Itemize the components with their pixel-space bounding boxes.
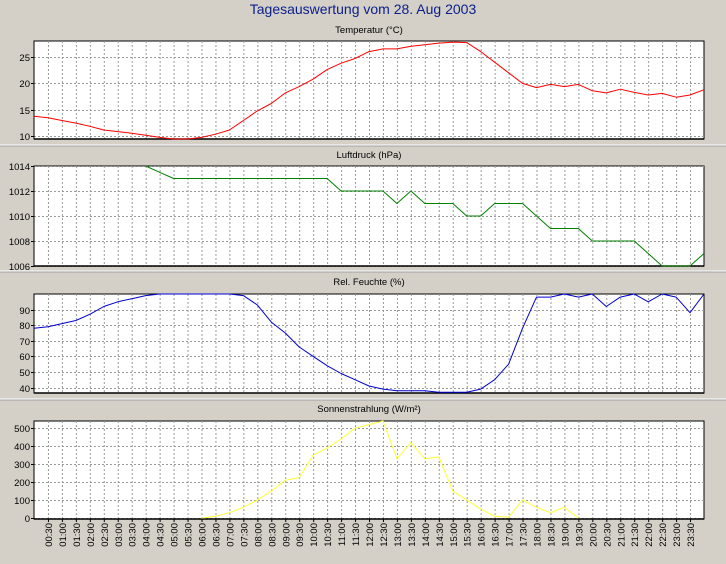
x-tick-label: 12:00: [365, 523, 376, 547]
x-tick-label: 10:00: [309, 523, 320, 547]
y-tick-label: 500: [14, 424, 30, 435]
y-tick-label: 50: [19, 368, 30, 379]
main-title: Tagesauswertung vom 28. Aug 2003: [249, 1, 477, 17]
y-tick-label: 15: [19, 106, 30, 117]
panel-title: Rel. Feuchte (%): [333, 277, 404, 288]
y-tick-label: 70: [19, 337, 30, 348]
x-tick-label: 12:30: [379, 523, 390, 547]
x-tick-label: 13:30: [407, 523, 418, 547]
x-tick-label: 05:30: [184, 523, 195, 547]
panel-title: Temperatur (°C): [335, 25, 403, 36]
y-tick-label: 400: [14, 442, 30, 453]
y-tick-label: 0: [25, 514, 30, 525]
panel-title: Sonnenstrahlung (W/m²): [317, 404, 420, 415]
x-tick-label: 11:30: [351, 523, 362, 546]
series-line: [145, 165, 705, 267]
x-tick-label: 18:00: [533, 523, 544, 547]
panel-title: Luftdruck (hPa): [337, 150, 402, 161]
y-tick-label: 1012: [9, 187, 30, 198]
x-tick-label: 09:30: [295, 523, 306, 547]
y-tick-label: 1008: [9, 237, 30, 248]
y-tick-label: 300: [14, 460, 30, 471]
x-tick-label: 17:00: [505, 523, 516, 547]
y-tick-label: 60: [19, 352, 30, 363]
x-tick-label: 13:00: [393, 523, 404, 547]
y-tick-label: 80: [19, 321, 30, 332]
x-tick-label: 03:30: [128, 523, 139, 547]
x-tick-label: 07:00: [225, 523, 236, 547]
x-tick-label: 17:30: [519, 523, 530, 547]
x-tick-label: 02:30: [100, 523, 111, 547]
x-tick-label: 00:30: [44, 523, 55, 547]
y-tick-label: 10: [19, 132, 30, 143]
series-line: [33, 41, 705, 140]
x-tick-label: 09:00: [281, 523, 292, 547]
x-tick-label: 21:00: [616, 523, 627, 547]
x-tick-label: 04:00: [142, 523, 153, 547]
y-tick-label: 1010: [9, 212, 30, 223]
y-tick-label: 40: [19, 384, 30, 395]
x-tick-label: 06:30: [211, 523, 222, 547]
x-tick-label: 14:30: [435, 523, 446, 547]
y-tick-label: 25: [19, 53, 30, 64]
x-tick-label: 14:00: [421, 523, 432, 547]
x-tick-label: 16:30: [491, 523, 502, 547]
x-tick-label: 20:30: [602, 523, 613, 547]
x-tick-label: 22:00: [644, 523, 655, 547]
x-tick-label: 19:00: [560, 523, 571, 547]
x-tick-label: 06:00: [198, 523, 209, 547]
x-tick-label: 01:00: [58, 523, 69, 547]
x-tick-label: 04:30: [156, 523, 167, 547]
x-tick-label: 02:00: [86, 523, 97, 547]
y-tick-label: 100: [14, 496, 30, 507]
x-tick-label: 19:30: [574, 523, 585, 547]
x-tick-label: 01:30: [72, 523, 83, 547]
x-tick-label: 07:30: [239, 523, 250, 547]
x-tick-label: 22:30: [658, 523, 669, 547]
x-tick-label: 21:30: [630, 523, 641, 547]
y-tick-label: 1014: [9, 162, 30, 173]
y-tick-label: 200: [14, 478, 30, 489]
x-tick-label: 08:30: [267, 523, 278, 547]
x-tick-label: 11:00: [337, 523, 348, 546]
y-tick-label: 90: [19, 306, 30, 317]
series-line: [33, 293, 705, 393]
x-tick-label: 15:30: [463, 523, 474, 547]
series-line: [201, 420, 579, 519]
x-tick-label: 23:30: [686, 523, 697, 547]
x-tick-label: 23:00: [672, 523, 683, 547]
x-tick-label: 08:00: [253, 523, 264, 547]
x-tick-label: 03:00: [114, 523, 125, 547]
x-tick-label: 20:00: [588, 523, 599, 547]
y-tick-label: 1006: [9, 262, 30, 273]
x-tick-label: 05:00: [170, 523, 181, 547]
x-tick-label: 15:00: [449, 523, 460, 547]
x-tick-label: 18:30: [546, 523, 557, 547]
y-tick-label: 20: [19, 79, 30, 90]
x-tick-label: 10:30: [323, 523, 334, 547]
x-tick-label: 16:00: [477, 523, 488, 547]
